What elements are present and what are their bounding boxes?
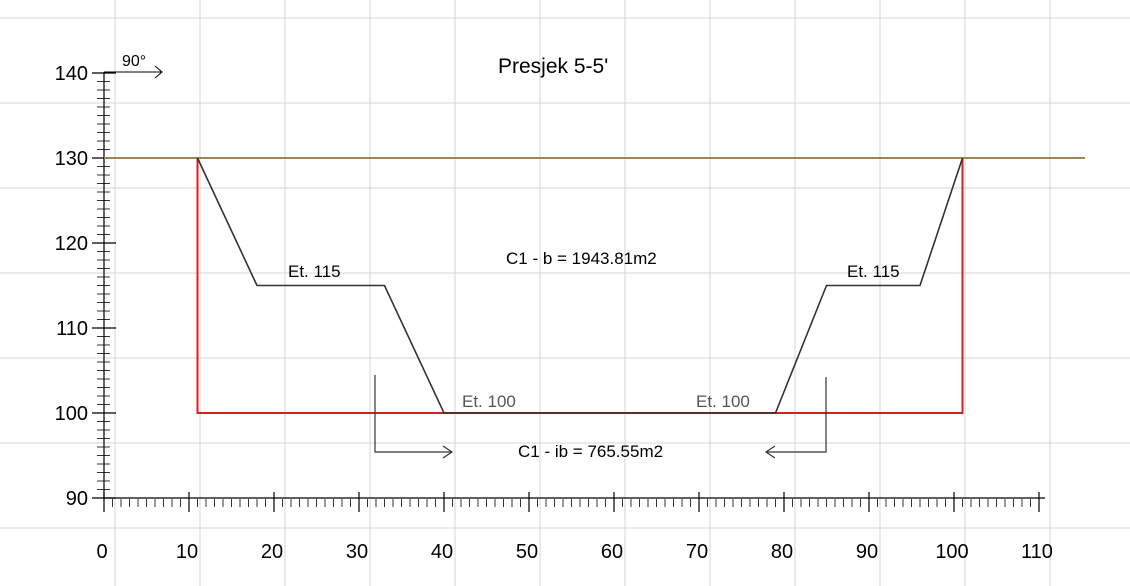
y-tick-label: 140	[55, 63, 88, 85]
direction-indicator	[103, 65, 163, 86]
x-tick-label: 110	[1021, 541, 1053, 563]
x-tick-label: 80	[771, 541, 793, 563]
x-tick-label: 90	[856, 541, 878, 563]
y-tick-label: 100	[55, 403, 88, 425]
direction-label: 90°	[122, 53, 146, 70]
area-b-label: C1 - b = 1943.81m2	[506, 249, 657, 268]
cut-profile-line	[196, 157, 964, 414]
label-et115-right: Et. 115	[847, 262, 900, 281]
x-tick-label: 30	[346, 541, 368, 563]
diagram-title: Presjek 5-5'	[498, 55, 608, 78]
axes: 90 100 110 120 130 140 0 10 20 30 40 50 60 70 80 90 100 1…	[55, 63, 1053, 563]
label-et100-right: Et. 100	[696, 392, 750, 411]
x-tick-label: 70	[686, 541, 708, 563]
label-et115-left: Et. 115	[288, 262, 341, 281]
x-tick-label: 60	[601, 541, 623, 563]
x-tick-label: 40	[431, 541, 453, 563]
y-tick-label: 110	[56, 318, 88, 340]
x-tick-label: 20	[261, 541, 283, 563]
area-ib-label: C1 - ib = 765.55m2	[518, 442, 663, 461]
y-tick-label: 90	[66, 488, 88, 510]
label-et100-left: Et. 100	[462, 392, 516, 411]
y-tick-label: 120	[55, 233, 88, 255]
section-arrow-right	[764, 377, 827, 459]
x-tick-label: 10	[176, 541, 198, 563]
section-arrow-left	[374, 375, 454, 459]
y-tick-label: 130	[55, 148, 88, 170]
x-tick-label: 100	[935, 541, 968, 563]
x-tick-label: 50	[516, 541, 538, 563]
x-tick-label: 0	[96, 541, 107, 563]
